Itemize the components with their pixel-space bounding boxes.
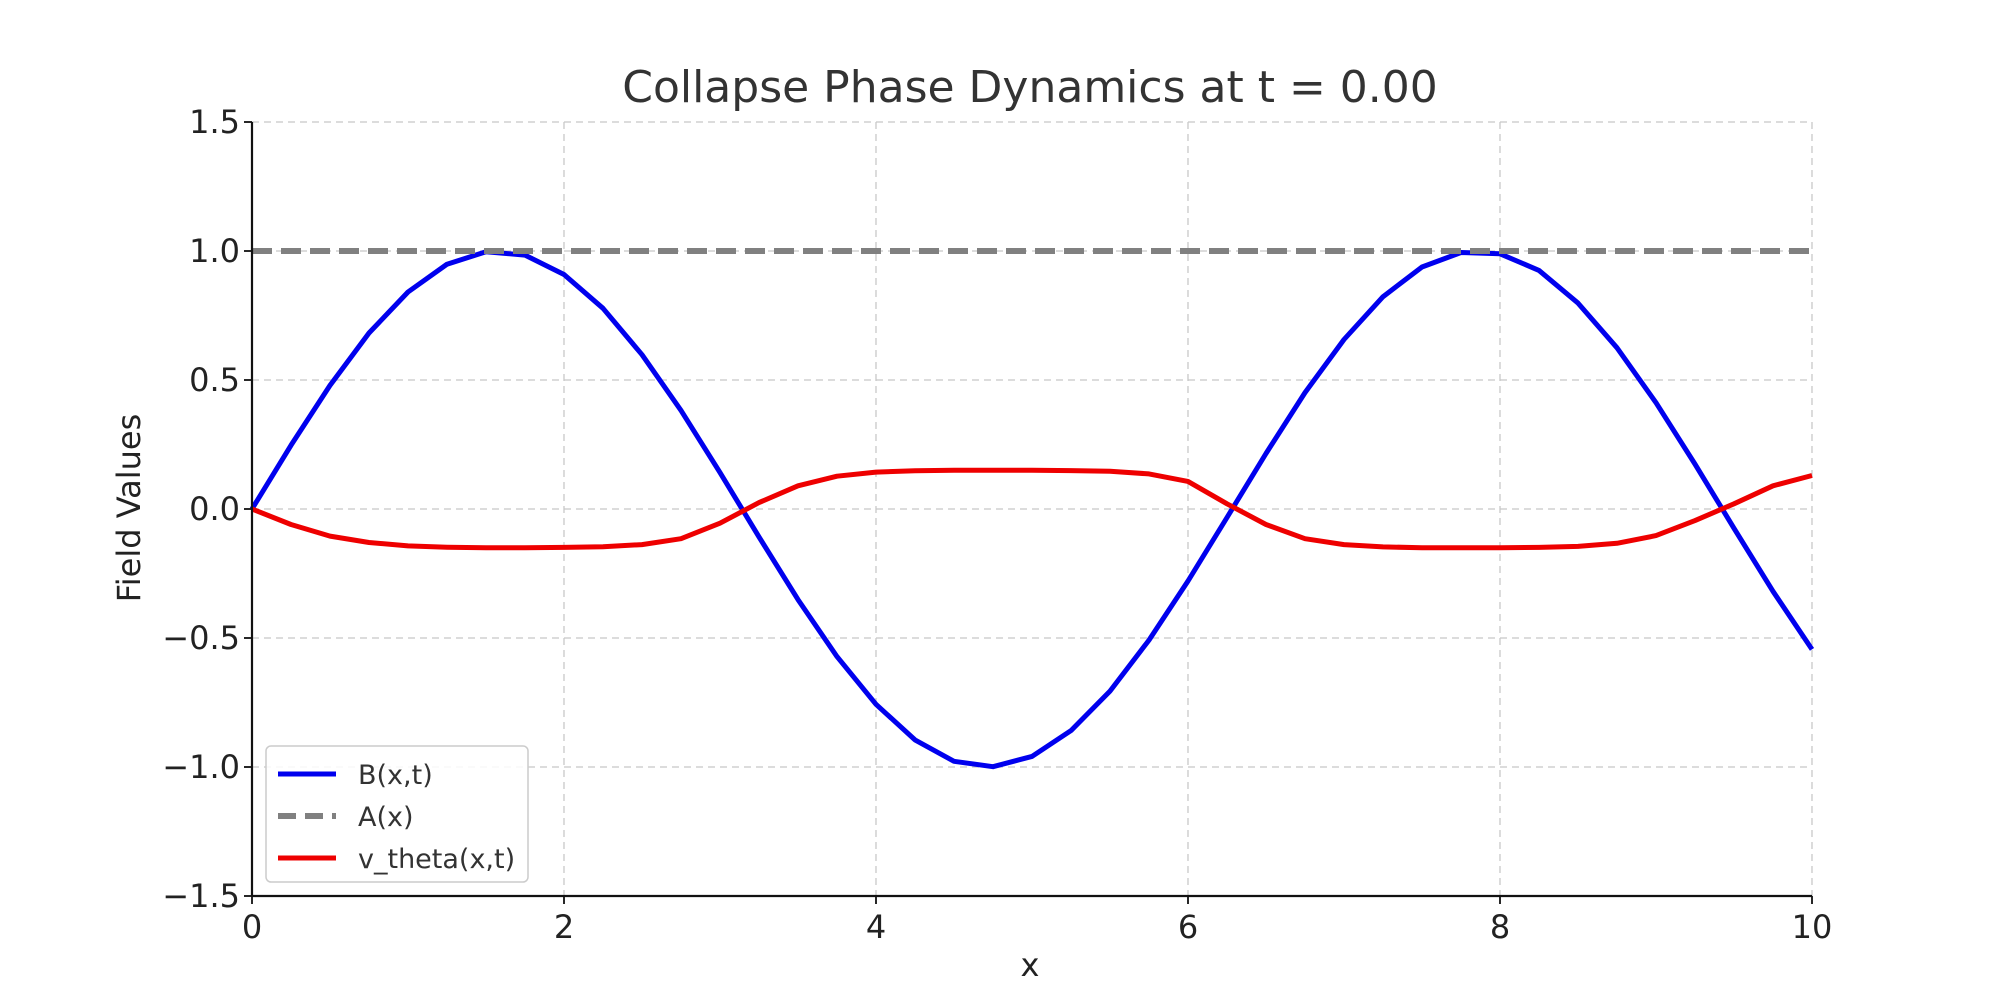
x-tick-label: 0 <box>242 908 262 946</box>
y-axis-label: Field Values <box>110 414 148 603</box>
legend-label: v_theta(x,t) <box>358 844 515 875</box>
y-tick-label: 0.5 <box>189 361 240 399</box>
y-tick-label: 1.0 <box>189 232 240 270</box>
y-tick-label: −0.5 <box>162 619 240 657</box>
legend-frame <box>265 745 529 883</box>
x-tick-label: 10 <box>1792 908 1833 946</box>
y-tick-label: −1.5 <box>162 877 240 915</box>
y-tick-label: 0.0 <box>189 490 240 528</box>
legend-label: A(x) <box>358 802 414 833</box>
axes <box>244 121 1813 904</box>
x-tick-label: 2 <box>554 908 574 946</box>
y-tick-label: 1.5 <box>189 103 240 141</box>
x-axis-label: x <box>1021 946 1040 984</box>
tick-labels: 0 2 4 6 8 10 −1.5 −1.0 −0.5 0.0 0.5 1.0 1.5 <box>162 103 1832 946</box>
legend-label: B(x,t) <box>358 760 433 791</box>
legend-entries: B(x,t) A(x) v_theta(x,t) <box>278 760 515 875</box>
y-tick-label: −1.0 <box>162 748 240 786</box>
chart-title: Collapse Phase Dynamics at t = 0.00 <box>622 62 1438 113</box>
series-line-v-theta-x-t <box>251 467 1813 551</box>
x-tick-label: 6 <box>1178 908 1198 946</box>
legend: B(x,t) A(x) v_theta(x,t) <box>265 745 529 883</box>
x-tick-label: 8 <box>1490 908 1510 946</box>
series-layer <box>249 248 1815 770</box>
x-tick-label: 4 <box>866 908 886 946</box>
series-line-b-x-t <box>249 249 1815 770</box>
